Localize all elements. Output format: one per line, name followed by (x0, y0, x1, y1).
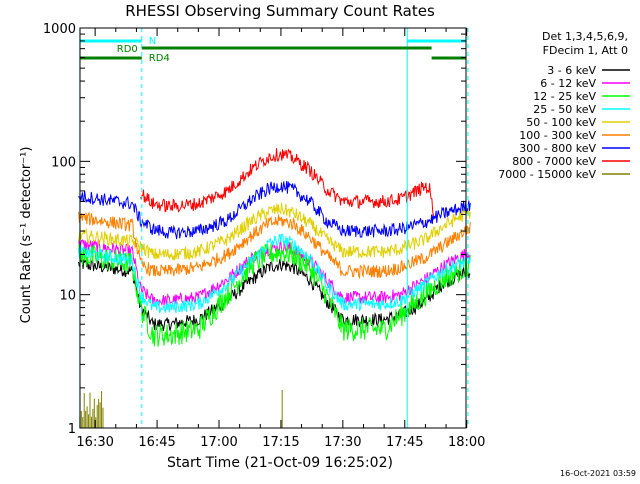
x-tick-label: 17:15 (262, 435, 299, 450)
flag-label-rd4: RD4 (149, 53, 170, 64)
legend-label: 100 - 300 keV (519, 129, 596, 142)
series-line-3 (78, 233, 471, 314)
legend-header-line: FDecim 1, Att 0 (543, 44, 628, 57)
series-line-7 (140, 148, 434, 217)
x-tick-label: 17:30 (324, 435, 361, 450)
y-tick-label: 10 (59, 289, 76, 304)
plot-frame (79, 27, 467, 429)
x-axis-label: Start Time (21-Oct-09 16:25:02) (167, 455, 393, 471)
axes-layer: 16:30 16:45 17:00 17:15 17:30 17:45 18:00 1 10 10… (43, 22, 486, 450)
legend-label: 300 - 800 keV (519, 142, 596, 155)
series-line-0 (78, 257, 471, 331)
x-tick-label: 16:30 (76, 435, 113, 450)
flag-label-n: N (149, 36, 156, 47)
y-axis-label: Count Rate (s⁻¹ detector⁻¹) (19, 147, 34, 324)
footer-date: 16-Oct-2021 03:59 (560, 469, 636, 478)
y-tick-label: 1 (68, 422, 76, 437)
legend-label: 12 - 25 keV (533, 90, 596, 103)
series-line-6 (78, 180, 471, 240)
series-line-5 (78, 211, 471, 280)
y-tick-label: 1000 (43, 22, 76, 37)
legend-label: 50 - 100 keV (526, 116, 596, 129)
legend-label: 3 - 6 keV (547, 64, 596, 77)
flag-label-rd0: RD0 (117, 44, 138, 55)
series-layer (78, 148, 471, 428)
series-line-2 (78, 242, 471, 347)
x-tick-label: 18:00 (448, 435, 485, 450)
x-tick-label: 16:45 (138, 435, 175, 450)
series-line-4 (78, 202, 471, 261)
legend-label: 800 - 7000 keV (512, 155, 596, 168)
legend-header-line: Det 1,3,4,5,6,9, (542, 30, 628, 43)
x-tick-label: 17:00 (200, 435, 237, 450)
legend-label: 7000 - 15000 keV (498, 168, 596, 181)
y-tick-label: 100 (51, 155, 76, 170)
legend: Det 1,3,4,5,6,9,FDecim 1, Att 0 3 - 6 keV… (498, 30, 630, 181)
x-tick-label: 17:45 (386, 435, 423, 450)
legend-label: 6 - 12 keV (540, 77, 596, 90)
chart-title: RHESSI Observing Summary Count Rates (125, 2, 435, 20)
series-line-1 (78, 238, 471, 307)
legend-label: 25 - 50 keV (533, 103, 596, 116)
